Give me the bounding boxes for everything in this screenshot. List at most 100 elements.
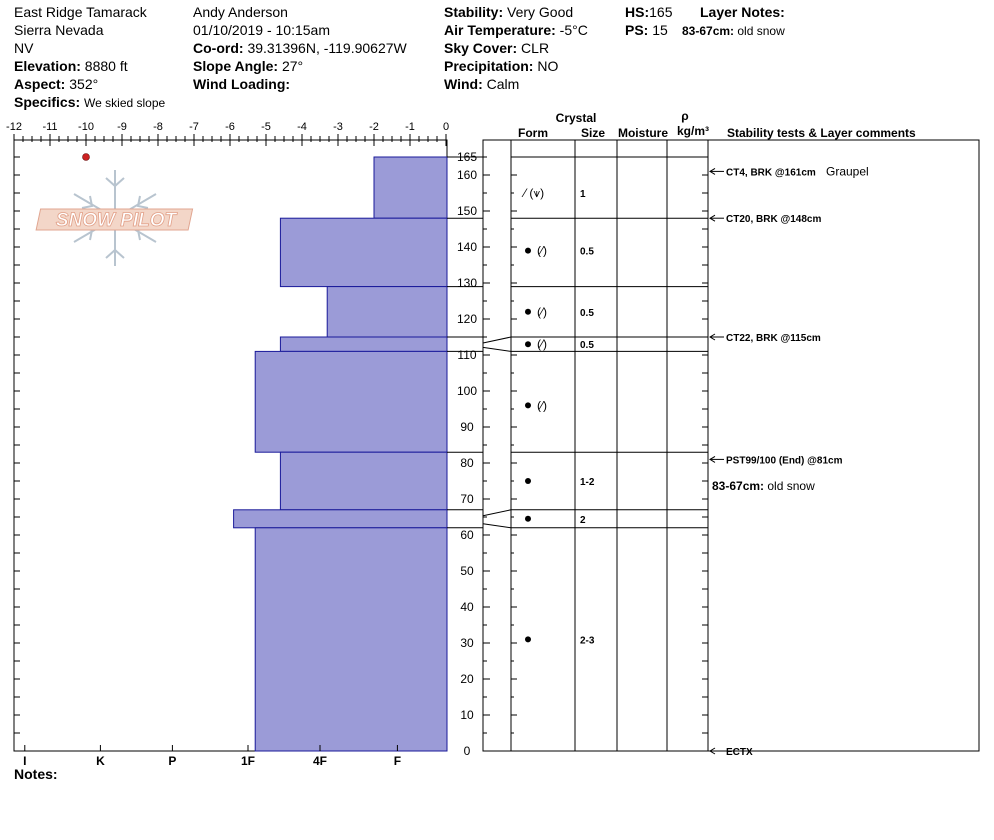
- crystal-form-symbol: ⁄ (⩛): [521, 186, 544, 200]
- hardness-bars: [233, 156, 448, 752]
- hardness-axis-labels: I K P 1F 4F F: [23, 745, 401, 768]
- crystal-size: 2-3: [580, 635, 595, 646]
- test-arrowhead: [709, 167, 716, 175]
- precip-particle-symbol: (⁄): [537, 305, 547, 319]
- density-unit-header: kg/m³: [677, 124, 709, 138]
- height-tick-label: 30: [460, 636, 474, 650]
- height-axis-labels: 1651601501401301201101009080706050403020…: [457, 150, 477, 758]
- hardness-bar: [233, 509, 448, 529]
- state: NV: [14, 40, 34, 56]
- rounded-grains-dot: [525, 308, 531, 315]
- boundary-connector: [482, 509, 512, 517]
- height-tick-label: 0: [464, 744, 471, 758]
- hardness-bar: [254, 527, 448, 752]
- form-header: Form: [518, 126, 548, 140]
- hardness-bar: [279, 336, 448, 352]
- height-tick-label: 70: [460, 492, 474, 506]
- precip-particle-symbol: (⁄): [537, 398, 547, 412]
- precipitation: Precipitation: NO: [444, 58, 559, 74]
- layer-comment: 83-67cm: old snow: [712, 479, 815, 493]
- hardness-tick-label: 4F: [313, 754, 327, 768]
- temp-tick-label: -4: [297, 121, 307, 133]
- test-arrowhead: [709, 214, 716, 222]
- temp-tick-label: -10: [78, 121, 94, 133]
- penetration: PS: 15: [625, 22, 668, 38]
- stability: Stability: Very Good: [444, 4, 574, 20]
- moisture-header: Moisture: [618, 126, 668, 140]
- height-tick-label: 80: [460, 456, 474, 470]
- hardness-tick-label: F: [394, 754, 401, 768]
- rounded-grains-dot: [525, 247, 531, 254]
- temp-tick-label: -11: [42, 121, 57, 133]
- temp-tick-label: -9: [117, 121, 127, 133]
- crystal-size: 0.5: [580, 340, 594, 351]
- height-tick-label: 60: [460, 528, 474, 542]
- coordinates: Co-ord: 39.31396N, -119.90627W: [193, 40, 407, 56]
- hardness-tick-label: 1F: [241, 754, 255, 768]
- logo-banner: [35, 208, 194, 231]
- height-tick-label: 120: [457, 312, 477, 326]
- temperature-points: [82, 153, 90, 161]
- temp-tick-label: -3: [333, 121, 343, 133]
- logo-text: SNOW PILOT: [56, 210, 178, 231]
- elevation: Elevation: 8880 ft: [14, 58, 128, 74]
- slope-angle: Slope Angle: 27°: [193, 58, 304, 74]
- boundary-connector: [482, 336, 512, 344]
- height-tick-label: 20: [460, 672, 474, 686]
- height-tick-label: 10: [460, 708, 474, 722]
- temp-tick-label: -8: [153, 121, 163, 133]
- crystal-header: Crystal: [556, 111, 597, 125]
- stability-test-label: CT20, BRK @148cm: [726, 214, 821, 225]
- stability-test-comment: Graupel: [826, 164, 869, 178]
- stability-test-label: CT4, BRK @161cm: [726, 167, 816, 178]
- specifics: Specifics: We skied slope: [14, 94, 166, 110]
- mountain-range: Sierra Nevada: [14, 22, 104, 38]
- height-tick-label: 40: [460, 600, 474, 614]
- temp-tick-label: -1: [405, 121, 415, 133]
- precip-particle-symbol: (⁄): [537, 244, 547, 258]
- temp-tick-label: -7: [189, 121, 199, 133]
- test-arrowhead: [709, 747, 716, 755]
- temp-tick-label: -2: [369, 121, 379, 133]
- height-tick-label: 110: [457, 348, 476, 362]
- height-tick-label: 130: [457, 276, 477, 290]
- hardness-bar: [279, 217, 448, 288]
- crystal-size: 0.5: [580, 308, 594, 319]
- stability-test-label: PST99/100 (End) @81cm: [726, 455, 843, 466]
- stability-header: Stability tests & Layer comments: [727, 126, 916, 140]
- height-tick-label: 100: [457, 384, 477, 398]
- temp-tick-label: -12: [6, 121, 22, 133]
- temp-tick-label: 0: [443, 121, 449, 133]
- notes-label: Notes:: [14, 766, 58, 782]
- snow-height: HS:165: [625, 4, 673, 20]
- hardness-tick-label: I: [23, 754, 26, 768]
- size-header: Size: [581, 126, 605, 140]
- stability-test-label: ECTX: [726, 747, 753, 758]
- density-ticks: [483, 156, 708, 752]
- boundary-connector: [482, 346, 512, 352]
- rounded-grains-dot: [525, 402, 531, 409]
- precip-particle-symbol: (⁄): [537, 337, 547, 351]
- test-arrowhead: [709, 455, 716, 463]
- rho-header: ρ: [681, 109, 688, 123]
- temperature-ticks: -12 -11 -10 -9 -8 -7 -6 -5 -4 -3 -2 -1 0: [6, 121, 449, 146]
- layer-table-frame: [482, 139, 980, 752]
- rounded-grains-dot: [525, 341, 531, 348]
- height-tick-label: 160: [457, 168, 477, 182]
- observer-name: Andy Anderson: [193, 4, 288, 20]
- hardness-bar: [373, 156, 448, 219]
- hardness-bar: [326, 286, 448, 338]
- layer-notes: 83-67cm: old snow: [682, 24, 785, 38]
- observation-datetime: 01/10/2019 - 10:15am: [193, 22, 330, 38]
- rounded-grains-dot: [525, 636, 531, 643]
- temperature-point: [82, 153, 90, 161]
- location-name: East Ridge Tamarack: [14, 4, 147, 20]
- crystal-size: 2: [580, 515, 586, 526]
- stability-test-label: CT22, BRK @115cm: [726, 333, 821, 344]
- height-tick-label: 140: [457, 240, 477, 254]
- rounded-grains-dot: [525, 478, 531, 484]
- wind: Wind: Calm: [444, 76, 520, 92]
- temp-tick-label: -6: [225, 121, 235, 133]
- hardness-tick-label: K: [96, 754, 105, 768]
